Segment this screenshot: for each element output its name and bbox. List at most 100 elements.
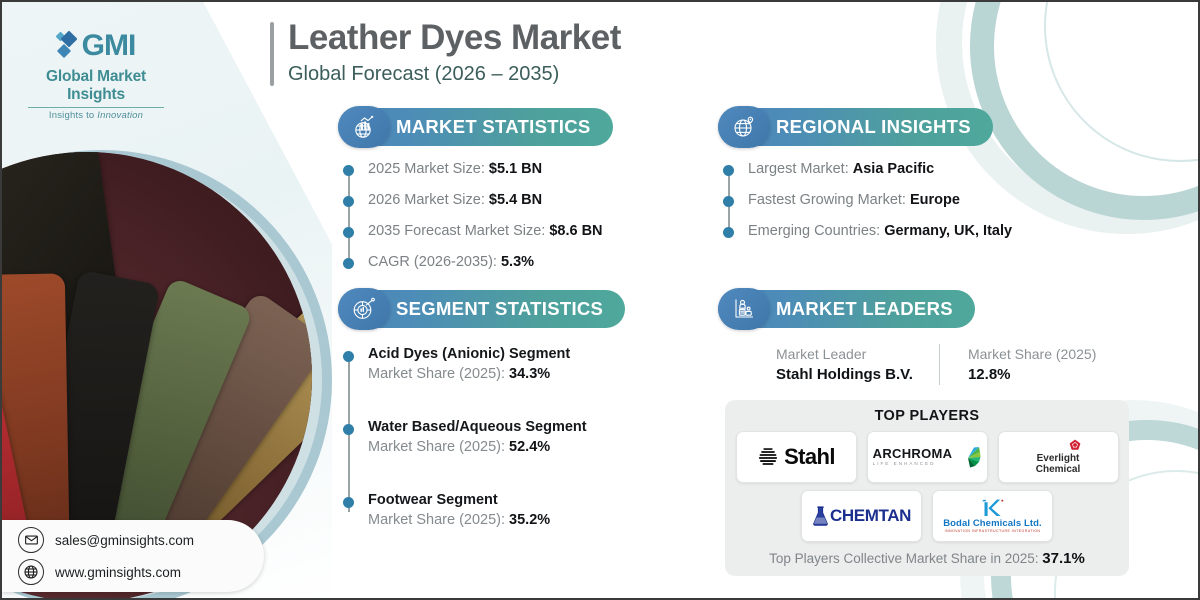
section-market-leaders: MARKET LEADERS Market Leader Stahl Holdi bbox=[718, 288, 1096, 385]
section-market-statistics: MARKET STATISTICS bbox=[338, 106, 638, 271]
market-statistics-item-1: 2026 Market Size: $5.4 BN bbox=[368, 191, 542, 209]
player-logo-archroma[interactable]: ARCHROMA LIFE ENHANCED bbox=[866, 431, 988, 483]
item-label: 2025 Market Size: bbox=[368, 161, 489, 177]
item-label: Emerging Countries: bbox=[748, 223, 885, 239]
logo-divider bbox=[28, 107, 164, 108]
bullet-dot-icon bbox=[724, 166, 733, 175]
segment-title-2: Footwear Segment bbox=[368, 492, 498, 508]
market-statistics-header: MARKET STATISTICS bbox=[338, 106, 638, 148]
bodal-k-icon bbox=[982, 499, 1004, 516]
item-label: Market Share (2025): bbox=[368, 366, 510, 382]
segment-statistics-header: SEGMENT STATISTICS bbox=[338, 288, 648, 330]
item-value: 5.3% bbox=[500, 254, 535, 270]
market-leaders-header: MARKET LEADERS bbox=[718, 288, 1018, 330]
stahl-wordmark: Stahl bbox=[784, 444, 835, 469]
timeline-connector bbox=[348, 166, 350, 258]
segment-share-0: Market Share (2025): 34.3% bbox=[368, 364, 648, 385]
contact-email-row[interactable]: sales@gminsights.com bbox=[18, 527, 264, 553]
page-title: Leather Dyes Market bbox=[288, 18, 621, 57]
list-item: Emerging Countries: Germany, UK, Italy bbox=[724, 222, 1018, 240]
player-logo-bodal[interactable]: Bodal Chemicals Ltd. INNOVATION INFRASTR… bbox=[932, 490, 1053, 542]
market-statistics-list: 2025 Market Size: $5.1 BN 2026 Market Si… bbox=[338, 160, 638, 271]
list-item: 2025 Market Size: $5.1 BN bbox=[344, 160, 638, 178]
page-subtitle: Global Forecast (2026 – 2035) bbox=[288, 63, 560, 85]
regional-insights-label: REGIONAL INSIGHTS bbox=[776, 116, 971, 137]
everlight-wordmark-line1: Everlight bbox=[1036, 453, 1080, 464]
everlight-logo-mark: Everlight Chemical bbox=[1035, 439, 1081, 475]
globe-icon bbox=[18, 559, 44, 585]
bullet-dot-icon bbox=[724, 228, 733, 237]
player-logo-chemtan[interactable]: CHEMTAN bbox=[801, 490, 922, 542]
market-leader-caption: Market Leader bbox=[776, 346, 867, 362]
chemtan-wordmark: CHEMTAN bbox=[830, 506, 911, 525]
player-logo-everlight[interactable]: Everlight Chemical bbox=[997, 431, 1119, 483]
logo-company-name: Global Market Insights bbox=[46, 68, 146, 103]
stahl-stripes-icon bbox=[758, 448, 778, 465]
list-item: 2035 Forecast Market Size: $8.6 BN bbox=[344, 222, 638, 240]
segment-title-1: Water Based/Aqueous Segment bbox=[368, 419, 587, 435]
item-label: Fastest Growing Market: bbox=[748, 192, 910, 208]
contact-website-row[interactable]: www.gminsights.com bbox=[18, 559, 264, 585]
market-statistics-item-0: 2025 Market Size: $5.1 BN bbox=[368, 160, 542, 178]
archroma-wordmark: ARCHROMA bbox=[872, 446, 953, 461]
top-players-title: TOP PLAYERS bbox=[874, 408, 980, 424]
player-logo-stahl[interactable]: Stahl bbox=[735, 431, 857, 483]
market-statistics-item-2: 2035 Forecast Market Size: $8.6 BN bbox=[368, 222, 603, 240]
archroma-fan-icon bbox=[968, 447, 981, 468]
bullet-dot-icon bbox=[344, 259, 353, 268]
item-label: 2035 Forecast Market Size: bbox=[368, 223, 550, 239]
archroma-logo-mark: ARCHROMA LIFE ENHANCED bbox=[873, 445, 982, 469]
item-value: Asia Pacific bbox=[852, 161, 935, 177]
item-value: Germany, UK, Italy bbox=[884, 223, 1013, 239]
archroma-tagline: LIFE ENHANCED bbox=[872, 461, 936, 466]
segment-statistics-label: SEGMENT STATISTICS bbox=[396, 298, 604, 319]
item-label: Market Share (2025): bbox=[368, 512, 510, 528]
list-item: 2026 Market Size: $5.4 BN bbox=[344, 191, 638, 209]
item-value: Europe bbox=[909, 192, 960, 208]
section-regional-insights: REGIONAL INSIGHTS Largest Market: Asia P… bbox=[718, 106, 1018, 240]
regional-insights-item-2: Emerging Countries: Germany, UK, Italy bbox=[748, 222, 1012, 240]
title-accent-bar bbox=[270, 22, 274, 86]
contact-website-text: www.gminsights.com bbox=[55, 564, 182, 580]
market-share-value: 12.8% bbox=[967, 366, 1011, 383]
chemtan-logo-mark: CHEMTAN bbox=[812, 506, 911, 526]
page-title-block: Leather Dyes Market Global Forecast (202… bbox=[270, 16, 621, 87]
market-leader-column: Market Leader Stahl Holdings B.V. bbox=[776, 344, 939, 385]
everlight-wordmark-line2: Chemical bbox=[1035, 464, 1081, 475]
list-item: Largest Market: Asia Pacific bbox=[724, 160, 1018, 178]
market-statistics-pill: MARKET STATISTICS bbox=[338, 108, 613, 146]
regional-insights-item-1: Fastest Growing Market: Europe bbox=[748, 191, 960, 209]
regional-insights-list: Largest Market: Asia Pacific Fastest Gro… bbox=[718, 160, 1018, 240]
regional-insights-header: REGIONAL INSIGHTS bbox=[718, 106, 1018, 148]
bullet-dot-icon bbox=[344, 498, 353, 507]
segment-title-0: Acid Dyes (Anionic) Segment bbox=[368, 346, 571, 362]
chemtan-flask-icon bbox=[813, 506, 828, 526]
bullet-dot-icon bbox=[344, 352, 353, 361]
bodal-tagline: INNOVATION INFRASTRUCTURE INTEGRATION bbox=[944, 528, 1041, 533]
item-value: $8.6 BN bbox=[549, 223, 603, 239]
top-players-row-2: CHEMTAN Bodal Chemicals Ltd. INNOVATION … bbox=[725, 490, 1129, 542]
collective-share-value: 37.1% bbox=[1042, 550, 1085, 567]
logo-tagline-prefix: Insights to bbox=[48, 110, 98, 121]
item-label: 2026 Market Size: bbox=[368, 192, 489, 208]
everlight-gem-icon bbox=[1069, 439, 1081, 450]
top-players-collective-share: Top Players Collective Market Share in 2… bbox=[725, 550, 1129, 567]
globe-pin-icon bbox=[718, 106, 770, 148]
gmi-logo[interactable]: GMI Global Market Insights Insights to I… bbox=[16, 26, 176, 121]
bullet-dot-icon bbox=[344, 228, 353, 237]
market-share-column: Market Share (2025) 12.8% bbox=[938, 344, 1122, 385]
item-label: CAGR (2026-2035): bbox=[368, 254, 501, 270]
contact-email-text: sales@gminsights.com bbox=[55, 532, 195, 548]
bullet-dot-icon bbox=[344, 425, 353, 434]
market-statistics-label: MARKET STATISTICS bbox=[396, 116, 591, 137]
section-segment-statistics: SEGMENT STATISTICS bbox=[338, 288, 648, 531]
bodal-logo-mark: Bodal Chemicals Ltd. INNOVATION INFRASTR… bbox=[943, 499, 1042, 534]
item-value: 34.3% bbox=[509, 366, 551, 382]
list-item: CAGR (2026-2035): 5.3% bbox=[344, 253, 638, 271]
segment-share-2: Market Share (2025): 35.2% bbox=[368, 510, 648, 531]
envelope-icon bbox=[18, 527, 44, 553]
bodal-wordmark: Bodal Chemicals Ltd. bbox=[943, 517, 1042, 529]
list-item: Fastest Growing Market: Europe bbox=[724, 191, 1018, 209]
market-leaders-details: Market Leader Stahl Holdings B.V. Market… bbox=[718, 344, 1096, 385]
